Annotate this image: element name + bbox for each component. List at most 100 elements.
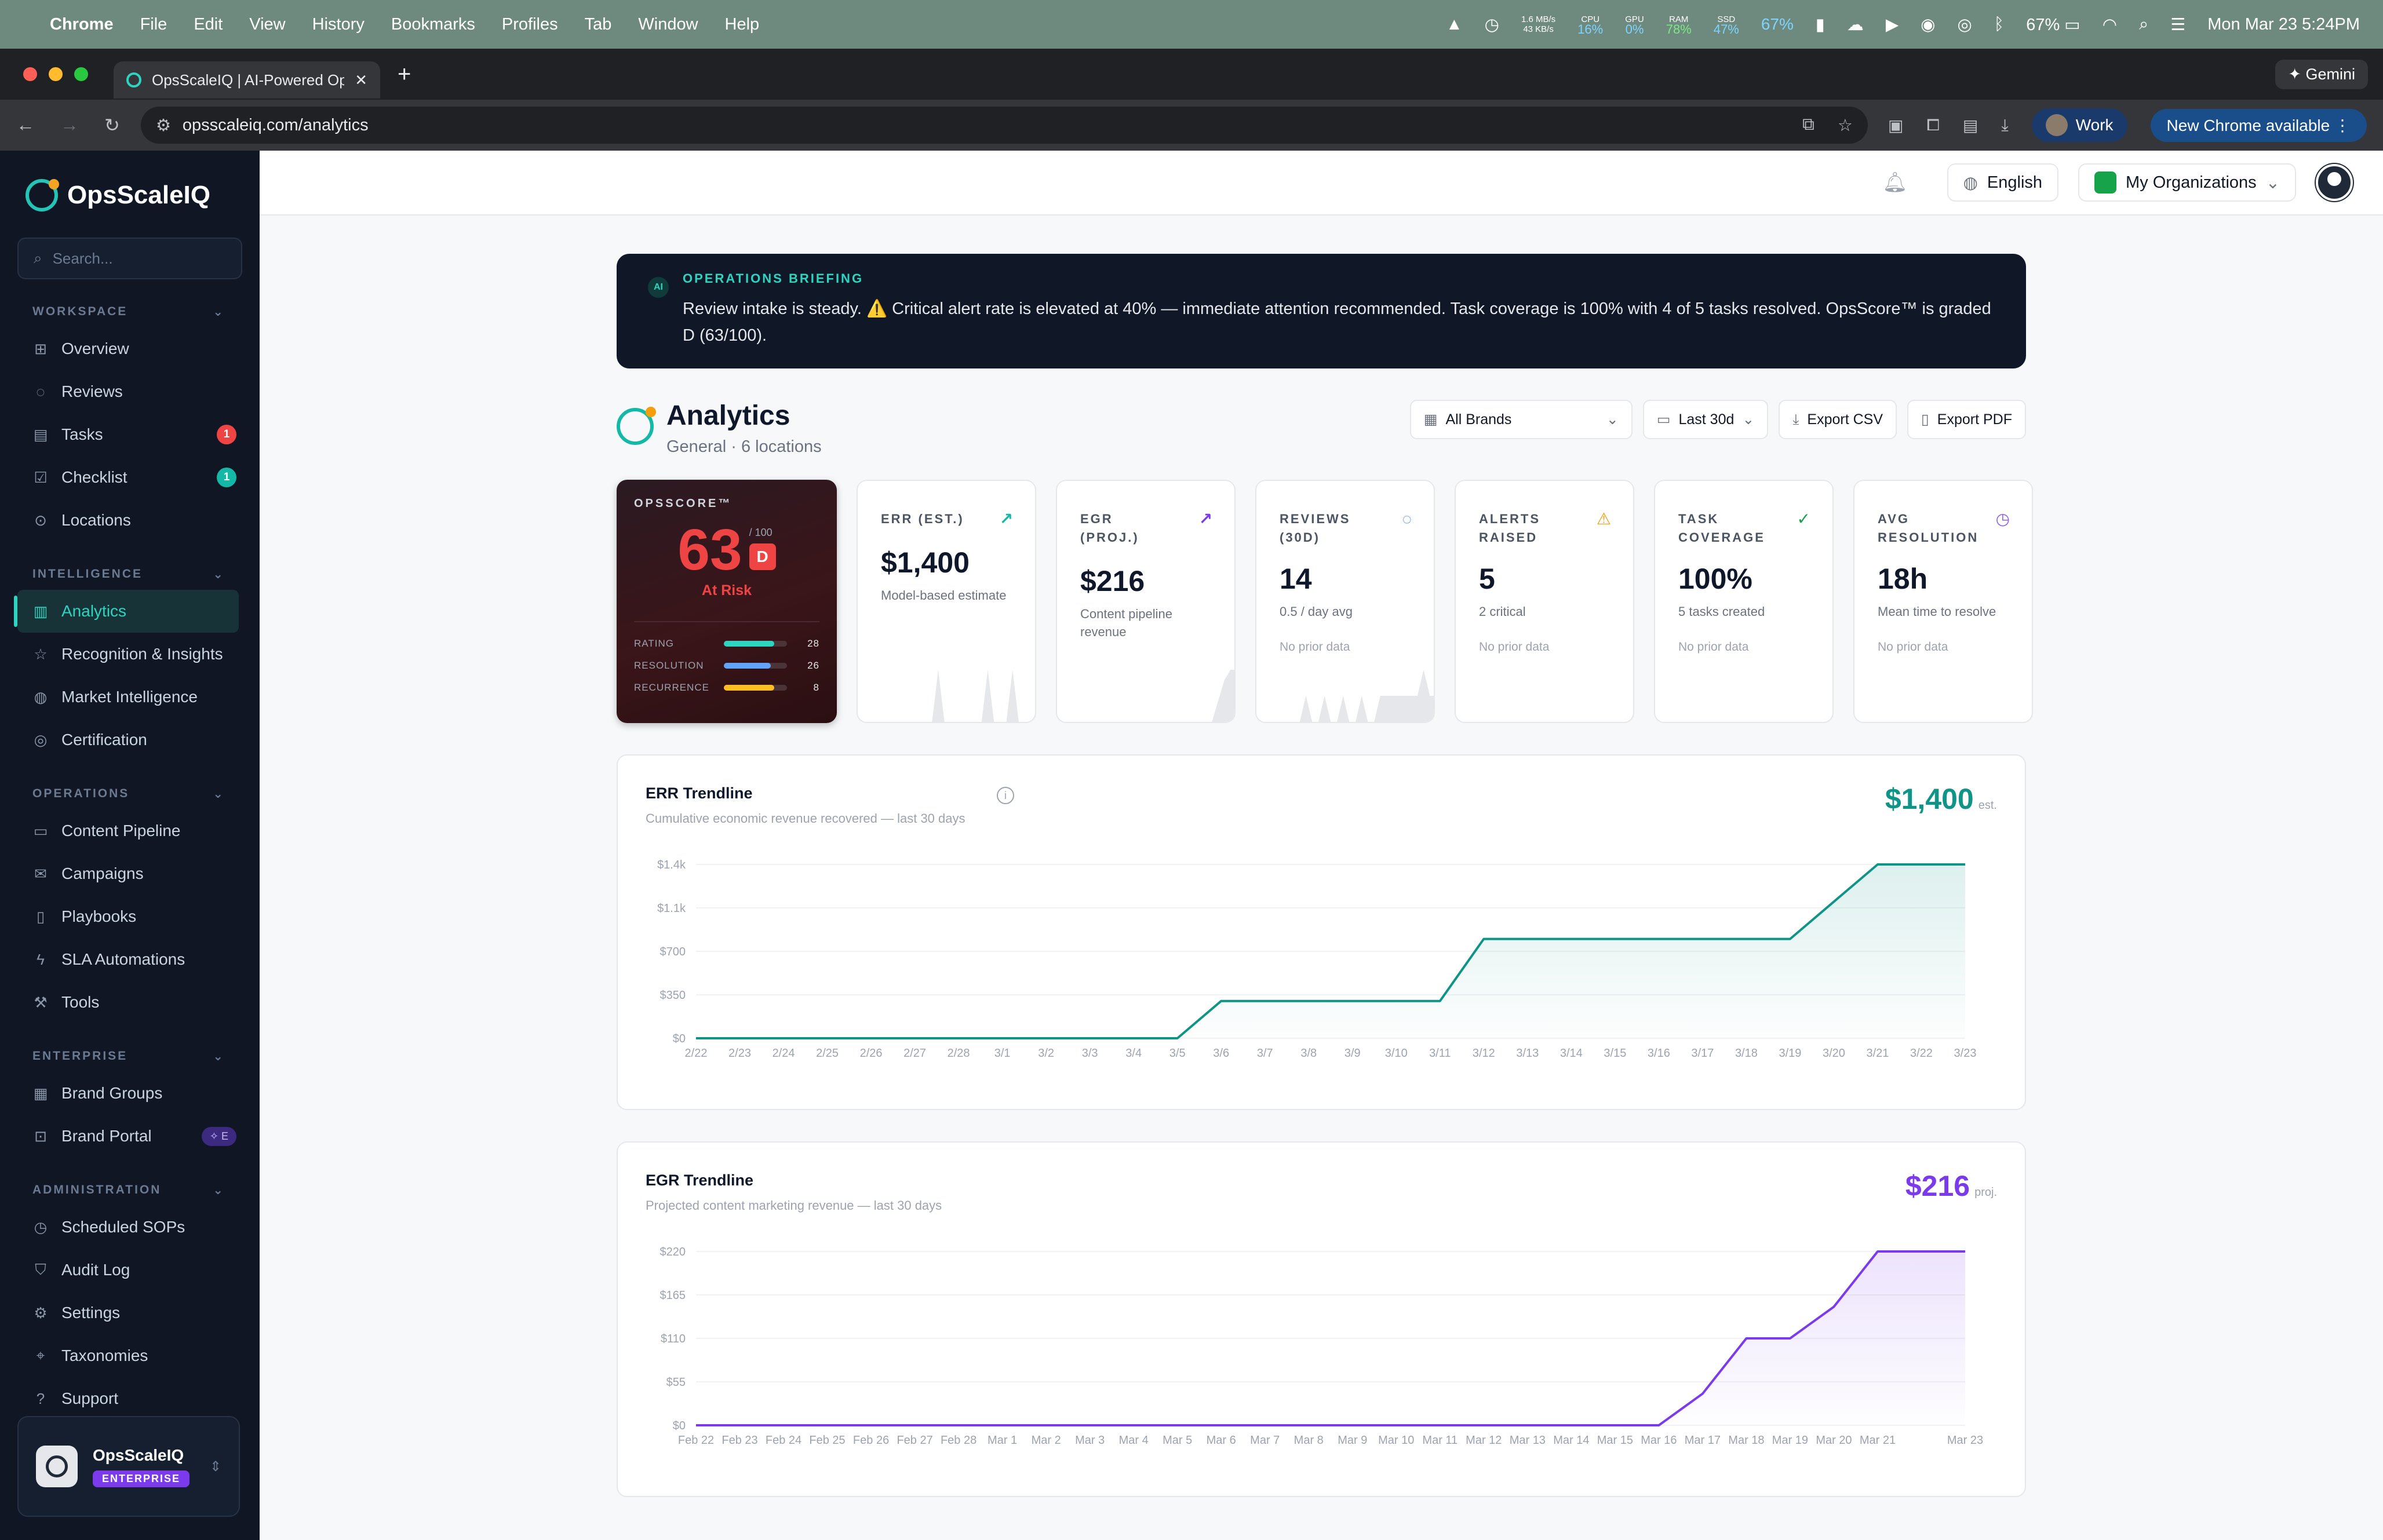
kpi-card-task-coverage[interactable]: TASK COVERAGE ✓ 100% 5 tasks created No prio…	[1654, 480, 1834, 723]
user-icon[interactable]: ◉	[1921, 15, 1936, 34]
sidebar-item-certification[interactable]: ◎ Certification	[0, 718, 260, 761]
ram-stat[interactable]: RAM 78%	[1666, 14, 1692, 36]
timemachine-icon[interactable]: ◷	[1484, 15, 1499, 34]
cloud-icon[interactable]: ☁	[1846, 15, 1864, 34]
app-menu[interactable]: Chrome	[50, 14, 114, 34]
play-icon[interactable]: ▶	[1885, 15, 1899, 34]
section-header[interactable]: INTELLIGENCE ⌄	[0, 567, 260, 582]
bluetooth-icon[interactable]: ᛒ	[1994, 14, 2005, 34]
sidebar-item-settings[interactable]: ⚙ Settings	[0, 1291, 260, 1334]
menu-file[interactable]: File	[140, 14, 167, 34]
export-csv-label: Export CSV	[1807, 411, 1883, 428]
sidebar-item-playbooks[interactable]: ▯ Playbooks	[0, 895, 260, 938]
sidebar-item-taxonomies[interactable]: ⌖ Taxonomies	[0, 1334, 260, 1377]
sidebar-item-audit-log[interactable]: ⛉ Audit Log	[0, 1249, 260, 1291]
sidebar-item-support[interactable]: ? Support	[0, 1377, 260, 1420]
sidebar-item-recognition-insights[interactable]: ☆ Recognition & Insights	[0, 633, 260, 676]
screenshot-icon[interactable]: ▣	[1888, 116, 1904, 134]
wifi-icon[interactable]: ◠	[2102, 15, 2118, 34]
back-icon[interactable]: ←	[16, 114, 35, 135]
org-switcher[interactable]: OpsScaleIQ ENTERPRISE ⇕	[17, 1416, 240, 1517]
sidebar-item-overview[interactable]: ⊞ Overview	[0, 327, 260, 370]
section-header[interactable]: OPERATIONS ⌄	[0, 787, 260, 801]
brand-filter[interactable]: ▦ All Brands ⌄	[1409, 400, 1633, 439]
site-info-icon[interactable]: ⚙	[155, 116, 171, 135]
address-bar[interactable]: ⚙ opsscaleiq.com/analytics ⧉ ☆	[140, 107, 1868, 144]
sidebar-item-brand-portal[interactable]: ⊡ Brand Portal ✧ E	[0, 1115, 260, 1158]
sidebar-item-tools[interactable]: ⚒ Tools	[0, 981, 260, 1024]
sidebar-search[interactable]: ⌕ Search...	[17, 238, 242, 279]
bookmark-star-icon[interactable]: ☆	[1837, 116, 1853, 135]
drive-icon[interactable]: ▲	[1445, 14, 1463, 34]
airdrop-icon[interactable]: ◎	[1957, 15, 1972, 34]
reading-mode-icon[interactable]: ▤	[1962, 116, 1978, 134]
profile-button[interactable]: Work	[2031, 108, 2127, 142]
export-csv-button[interactable]: ⤓ Export CSV	[1779, 400, 1897, 439]
kpi-card-reviews-30d[interactable]: REVIEWS (30D) ◌ 14 0.5 / day avg No prior da…	[1255, 480, 1435, 723]
section-header[interactable]: ADMINISTRATION ⌄	[0, 1183, 260, 1198]
kpi-card-err-est[interactable]: ERR (EST.) ↗ $1,400 Model-based estimate	[857, 480, 1036, 723]
menu-edit[interactable]: Edit	[194, 14, 223, 34]
chevron-down-icon: ⌄	[213, 305, 225, 319]
update-chrome-button[interactable]: New Chrome available ⋮	[2150, 108, 2367, 142]
extensions-icon[interactable]: ⧠	[1926, 115, 1940, 134]
date-range-filter[interactable]: ▭ Last 30d ⌄	[1642, 400, 1769, 439]
kpi-card-alerts-raised[interactable]: ALERTS RAISED ⚠ 5 2 critical No prior data	[1455, 480, 1634, 723]
bell-icon[interactable]: 🔔︎	[1882, 171, 1908, 194]
menu-window[interactable]: Window	[638, 14, 698, 34]
zoom-window-button[interactable]	[74, 67, 88, 81]
misc-percent[interactable]: 67%	[1761, 15, 1794, 33]
sidebar-item-locations[interactable]: ⊙ Locations	[0, 499, 260, 542]
sidebar-item-checklist[interactable]: ☑ Checklist 1	[0, 456, 260, 499]
spotlight-icon[interactable]: ⌕	[2139, 14, 2149, 34]
ssd-stat[interactable]: SSD 47%	[1714, 14, 1739, 36]
sidebar-item-content-pipeline[interactable]: ▭ Content Pipeline	[0, 809, 260, 852]
menu-bookmarks[interactable]: Bookmarks	[391, 14, 475, 34]
section-title: ENTERPRISE	[32, 1049, 128, 1063]
menubar-clock[interactable]: Mon Mar 23 5:24PM	[2207, 14, 2360, 34]
user-avatar[interactable]	[2316, 164, 2353, 201]
section-header[interactable]: ENTERPRISE ⌄	[0, 1049, 260, 1064]
gpu-stat[interactable]: GPU 0%	[1625, 14, 1644, 36]
sidebar-item-reviews[interactable]: ◌ Reviews	[0, 370, 260, 413]
menu-history[interactable]: History	[312, 14, 365, 34]
download-icon[interactable]: ⤓	[2001, 115, 2009, 134]
sidebar-item-analytics[interactable]: ▥ Analytics	[14, 590, 239, 633]
battery-indicator[interactable]: 67% ▭	[2026, 15, 2080, 34]
extension-icon[interactable]: ▮	[1815, 15, 1825, 34]
y-tick-label: $220	[660, 1246, 686, 1258]
menu-view[interactable]: View	[249, 14, 286, 34]
menu-tab[interactable]: Tab	[584, 14, 612, 34]
control-center-icon[interactable]: ☰	[2170, 15, 2186, 34]
forward-icon[interactable]: →	[60, 114, 79, 135]
ram-label: RAM	[1669, 14, 1689, 24]
kpi-card-egr-proj[interactable]: EGR (PROJ.) ↗ $216 Content pipeline revenue	[1056, 480, 1236, 723]
reload-icon[interactable]: ↻	[104, 115, 120, 136]
cpu-stat[interactable]: CPU 16%	[1577, 14, 1603, 36]
gemini-button[interactable]: ✦ Gemini	[2275, 59, 2368, 89]
sidebar-item-campaigns[interactable]: ✉ Campaigns	[0, 852, 260, 895]
new-tab-button[interactable]: +	[398, 61, 411, 87]
opscore-card[interactable]: OPSSCORE™ 63 / 100 D At Risk RATING 28 RES…	[617, 480, 837, 723]
organization-selector[interactable]: My Organizations ⌄	[2078, 163, 2296, 202]
url-text[interactable]: opsscaleiq.com/analytics	[182, 115, 369, 134]
kpi-card-avg-resolution[interactable]: AVG RESOLUTION ◷ 18h Mean time to resolve No…	[1853, 480, 2033, 723]
export-pdf-button[interactable]: ▯ Export PDF	[1907, 400, 2026, 439]
sidebar-item-sla-automations[interactable]: ϟ SLA Automations	[0, 938, 260, 981]
language-selector[interactable]: ◍ English	[1947, 163, 2059, 202]
install-app-icon[interactable]: ⧉	[1802, 115, 1814, 134]
section-header[interactable]: WORKSPACE ⌄	[0, 305, 260, 319]
sidebar-item-brand-groups[interactable]: ▦ Brand Groups	[0, 1072, 260, 1115]
network-stat[interactable]: 1.6 MB/s 43 KB/s	[1521, 14, 1555, 34]
close-tab-icon[interactable]: ✕	[355, 71, 367, 89]
sidebar-item-tasks[interactable]: ▤ Tasks 1	[0, 413, 260, 456]
sidebar-item-scheduled-sops[interactable]: ◷ Scheduled SOPs	[0, 1206, 260, 1249]
sidebar-item-market-intelligence[interactable]: ◍ Market Intelligence	[0, 676, 260, 718]
info-icon[interactable]: i	[997, 787, 1014, 804]
minimize-window-button[interactable]	[49, 67, 63, 81]
menu-profiles[interactable]: Profiles	[501, 14, 558, 34]
brand-logo[interactable]: OpsScaleIQ	[0, 151, 260, 220]
close-window-button[interactable]	[23, 67, 37, 81]
menu-help[interactable]: Help	[724, 14, 760, 34]
browser-tab[interactable]: OpsScaleIQ | AI-Powered Op ✕	[114, 61, 380, 98]
